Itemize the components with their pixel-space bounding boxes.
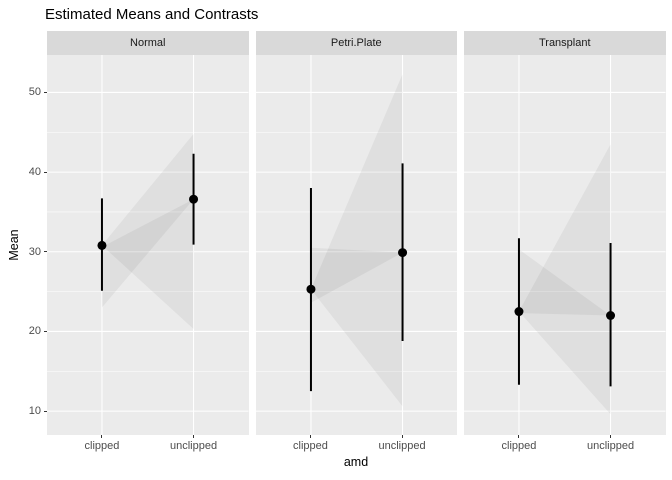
contrast-wedge <box>518 249 611 316</box>
mean-point <box>514 307 524 317</box>
facet-strip-label: Petri.Plate <box>330 37 382 49</box>
y-tick-label: 40 <box>28 166 41 179</box>
facet-strip-normal: Normal <box>47 31 249 55</box>
mean-point <box>606 311 616 321</box>
facet-plot-area <box>255 55 457 435</box>
x-tick-mark <box>518 435 520 438</box>
facet-strip-label: Transplant <box>538 37 591 49</box>
contrast-wedge <box>518 144 611 415</box>
x-axis-title: amd <box>343 455 369 469</box>
x-tick-label: unclipped <box>586 440 635 452</box>
x-tick-label: clipped <box>84 440 120 452</box>
contrast-wedge <box>101 133 194 330</box>
y-tick-mark <box>44 91 47 93</box>
x-tick-mark <box>309 435 311 438</box>
facet-panel-petri-plate <box>255 55 457 435</box>
x-tick-mark <box>610 435 612 438</box>
contrast-wedge <box>310 74 403 407</box>
x-tick-label: unclipped <box>169 440 218 452</box>
facet-panel-transplant <box>464 55 666 435</box>
facet-strip-label: Normal <box>130 37 166 49</box>
x-tick-label: clipped <box>501 440 537 452</box>
facet-strip-transplant: Transplant <box>464 31 666 55</box>
x-tick-label: clipped <box>293 440 328 452</box>
y-tick-mark <box>44 251 47 253</box>
x-tick-label: unclipped <box>378 440 426 452</box>
x-tick-mark <box>101 435 103 438</box>
y-tick-label: 20 <box>28 325 41 338</box>
y-tick-label: 30 <box>28 245 41 258</box>
mean-point <box>97 240 107 250</box>
plot-title: Estimated Means and Contrasts <box>45 6 259 23</box>
x-tick-mark <box>193 435 195 438</box>
y-tick-label: 50 <box>28 86 41 99</box>
mean-point <box>305 284 315 294</box>
mean-point <box>397 248 407 258</box>
facet-strip-petri-plate: Petri.Plate <box>255 31 457 55</box>
x-tick-mark <box>401 435 403 438</box>
y-tick-mark <box>44 410 47 412</box>
mean-point <box>189 194 199 204</box>
y-tick-label: 10 <box>28 405 41 418</box>
y-tick-mark <box>44 330 47 332</box>
facet-plot-area <box>47 55 249 435</box>
y-tick-mark <box>44 171 47 173</box>
facet-plot-area <box>464 55 666 435</box>
contrast-wedge <box>310 247 403 303</box>
facet-panel-normal <box>47 55 249 435</box>
